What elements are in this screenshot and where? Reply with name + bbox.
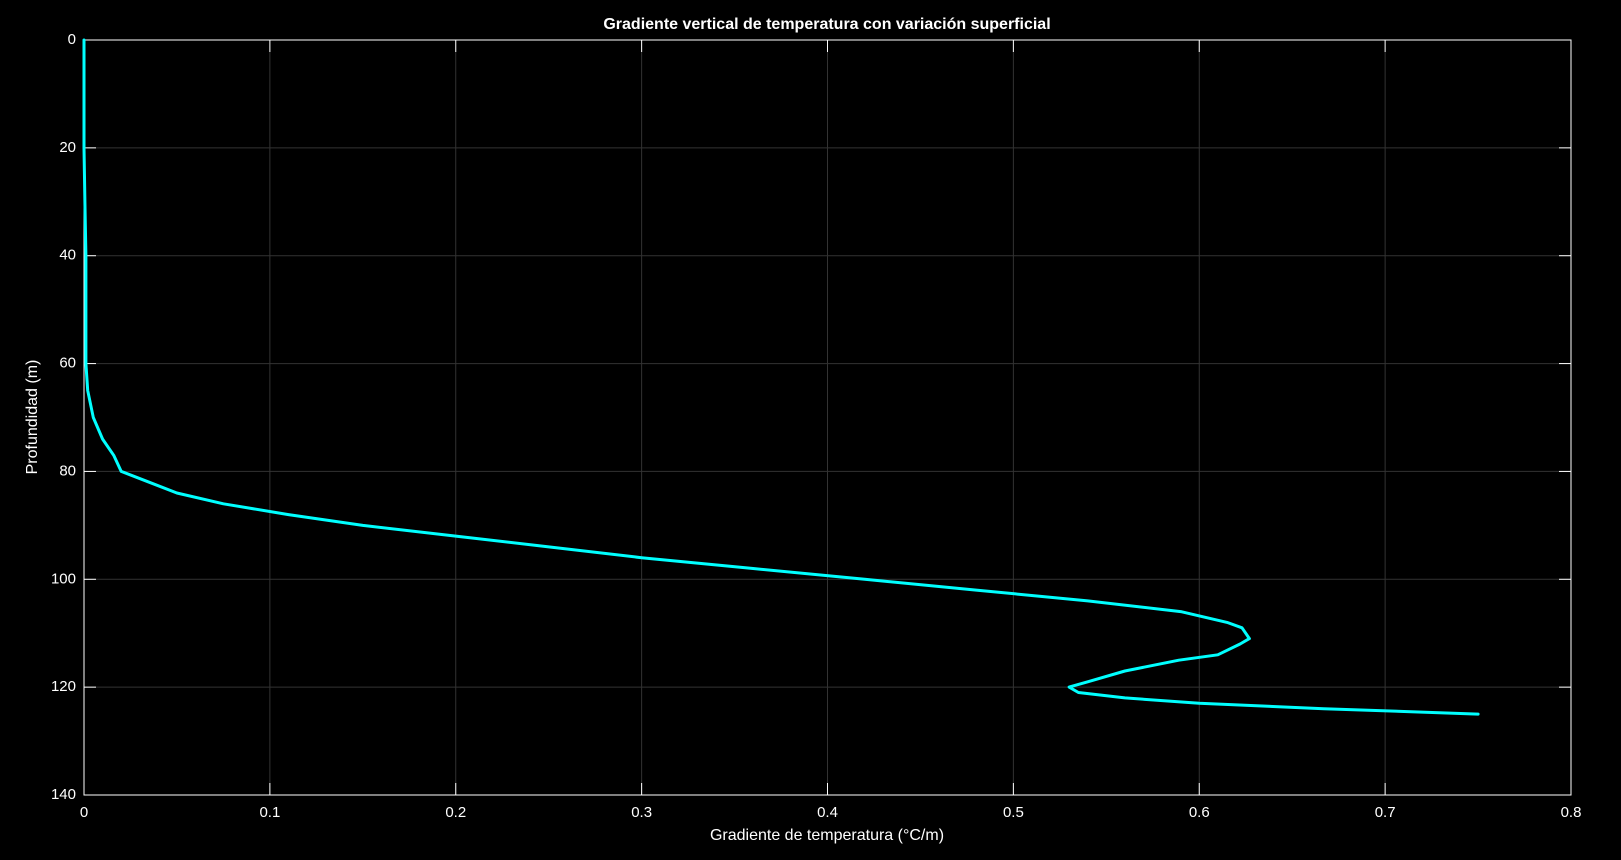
- x-tick-label: 0.2: [445, 804, 466, 821]
- x-axis-label: Gradiente de temperatura (°C/m): [710, 827, 944, 844]
- y-tick-label: 120: [51, 678, 76, 695]
- y-tick-label: 0: [68, 31, 76, 48]
- x-tick-label: 0.8: [1561, 804, 1582, 821]
- x-tick-label: 0.3: [631, 804, 652, 821]
- x-tick-label: 0.7: [1375, 804, 1396, 821]
- x-tick-label: 0: [80, 804, 88, 821]
- x-tick-label: 0.6: [1189, 804, 1210, 821]
- chart-title: Gradiente vertical de temperatura con va…: [603, 16, 1050, 33]
- y-tick-label: 100: [51, 570, 76, 587]
- y-tick-label: 80: [59, 462, 76, 479]
- y-tick-label: 20: [59, 139, 76, 156]
- axes-box: [83, 39, 1572, 796]
- x-tick-label: 0.1: [259, 804, 280, 821]
- y-axis-label: Profundidad (m): [24, 360, 41, 475]
- x-tick-label: 0.4: [817, 804, 838, 821]
- y-tick-label: 140: [51, 786, 76, 803]
- y-tick-label: 40: [59, 247, 76, 264]
- data-line: [82, 38, 1480, 716]
- y-tick-label: 60: [59, 355, 76, 372]
- x-tick-label: 0.5: [1003, 804, 1024, 821]
